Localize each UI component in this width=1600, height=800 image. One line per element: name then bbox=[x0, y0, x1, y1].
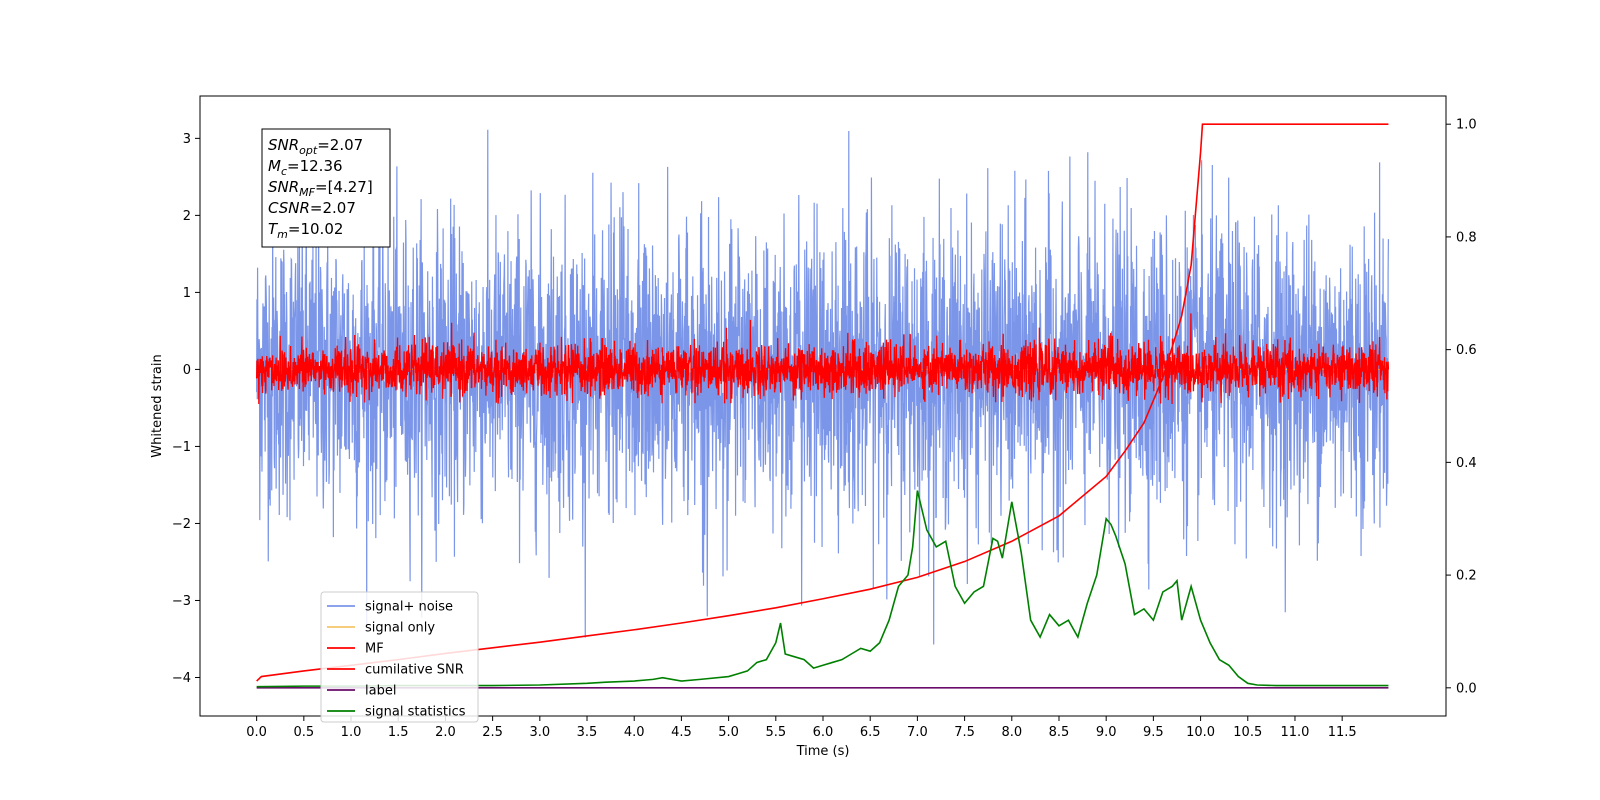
x-tick-label: 0.0 bbox=[246, 725, 267, 740]
x-tick-label: 6.5 bbox=[860, 725, 881, 740]
x-tick-label: 3.5 bbox=[577, 725, 598, 740]
x-tick-label: 2.0 bbox=[435, 725, 456, 740]
series-mf-line bbox=[255, 313, 1390, 405]
x-tick-label: 9.0 bbox=[1096, 725, 1117, 740]
y-tick-label: 2 bbox=[183, 209, 191, 224]
y-axis-ticks: −4 −3 −2 −1 0 1 2 3 bbox=[172, 132, 200, 686]
annotation-subscript: m bbox=[277, 228, 288, 241]
x-tick-label: 5.5 bbox=[765, 725, 786, 740]
y-tick-label: −4 bbox=[172, 671, 191, 686]
annotation-line: SNRMF=[4.27] bbox=[268, 178, 373, 199]
x-tick-label: 2.5 bbox=[482, 725, 503, 740]
annotation-value: =2.07 bbox=[317, 136, 363, 154]
annotation-symbol: M bbox=[268, 157, 281, 175]
x-tick-label: 0.5 bbox=[293, 725, 314, 740]
legend-label: signal only bbox=[365, 621, 435, 636]
annotation-frame bbox=[261, 128, 391, 248]
x-tick-label: 3.0 bbox=[529, 725, 550, 740]
x-axis-ticks: 0.0 0.5 1.0 1.5 2.0 2.5 3.0 3.5 4.0 4.5 5.0 5.5 6.0 6… bbox=[246, 716, 1357, 740]
x-tick-label: 7.0 bbox=[907, 725, 928, 740]
x-tick-label: 1.5 bbox=[388, 725, 409, 740]
x-tick-label: 1.0 bbox=[341, 725, 362, 740]
legend-label: MF bbox=[365, 642, 384, 657]
annotation-line: SNRopt=2.07 bbox=[268, 136, 363, 157]
annotation-value: =10.02 bbox=[288, 220, 344, 238]
annotation-subscript: MF bbox=[299, 186, 315, 199]
x-tick-label: 8.5 bbox=[1049, 725, 1070, 740]
legend-label: cumilative SNR bbox=[365, 663, 464, 678]
legend-label: signal statistics bbox=[365, 705, 466, 720]
y2-tick-label: 0.4 bbox=[1456, 456, 1477, 471]
y-axis-label: Whitened strain bbox=[150, 354, 165, 457]
y2-tick-label: 0.8 bbox=[1456, 230, 1477, 245]
x-axis-label: Time (s) bbox=[796, 744, 850, 759]
y-tick-label: 0 bbox=[183, 363, 191, 378]
x-tick-label: 5.0 bbox=[718, 725, 739, 740]
annotation-value: =2.07 bbox=[310, 199, 356, 217]
x-tick-label: 7.5 bbox=[954, 725, 975, 740]
x-tick-label: 11.0 bbox=[1280, 725, 1309, 740]
annotation-subscript: opt bbox=[299, 144, 318, 157]
legend-label: label bbox=[365, 684, 396, 699]
annotation-value: =[4.27] bbox=[315, 178, 373, 196]
y-tick-label: −1 bbox=[172, 440, 191, 455]
legend: signal+ noise signal only MF cumilative SNR… bbox=[320, 591, 479, 723]
annotation-box: SNRopt=2.07Mc=12.36SNRMF=[4.27]CSNR=2.07… bbox=[261, 128, 391, 248]
x-tick-label: 8.0 bbox=[1001, 725, 1022, 740]
legend-frame bbox=[320, 591, 479, 723]
x-tick-label: 4.5 bbox=[671, 725, 692, 740]
y-tick-label: −3 bbox=[172, 594, 191, 609]
x-tick-label: 10.5 bbox=[1233, 725, 1262, 740]
annotation-symbol: CSNR bbox=[268, 199, 310, 217]
y-tick-label: −2 bbox=[172, 517, 191, 532]
legend-label: signal+ noise bbox=[365, 600, 453, 615]
annotation-symbol: SNR bbox=[268, 136, 299, 154]
annotation-value: =12.36 bbox=[287, 157, 343, 175]
x-tick-label: 11.5 bbox=[1328, 725, 1357, 740]
x-tick-label: 6.0 bbox=[813, 725, 834, 740]
y2-tick-label: 0.2 bbox=[1456, 569, 1477, 584]
x-tick-label: 9.5 bbox=[1143, 725, 1164, 740]
y-tick-label: 1 bbox=[183, 286, 191, 301]
annotation-subscript: c bbox=[281, 165, 287, 178]
x-tick-label: 10.0 bbox=[1186, 725, 1215, 740]
y-tick-label: 3 bbox=[183, 132, 191, 147]
y2-tick-label: 0.6 bbox=[1456, 343, 1477, 358]
annotation-line: Tm=10.02 bbox=[268, 220, 343, 241]
x-tick-label: 4.0 bbox=[624, 725, 645, 740]
series-signal-statistics-line bbox=[256, 490, 1389, 688]
y2-tick-label: 0.0 bbox=[1456, 681, 1477, 696]
y2-axis-ticks: 0.0 0.2 0.4 0.6 0.8 1.0 bbox=[1446, 118, 1477, 696]
annotation-symbol: T bbox=[268, 220, 279, 238]
series-signal-noise-line bbox=[256, 129, 1390, 645]
annotation-symbol: SNR bbox=[268, 178, 299, 196]
annotation-line: CSNR=2.07 bbox=[268, 199, 356, 217]
y2-tick-label: 1.0 bbox=[1456, 118, 1477, 133]
annotation-line: Mc=12.36 bbox=[268, 157, 343, 178]
